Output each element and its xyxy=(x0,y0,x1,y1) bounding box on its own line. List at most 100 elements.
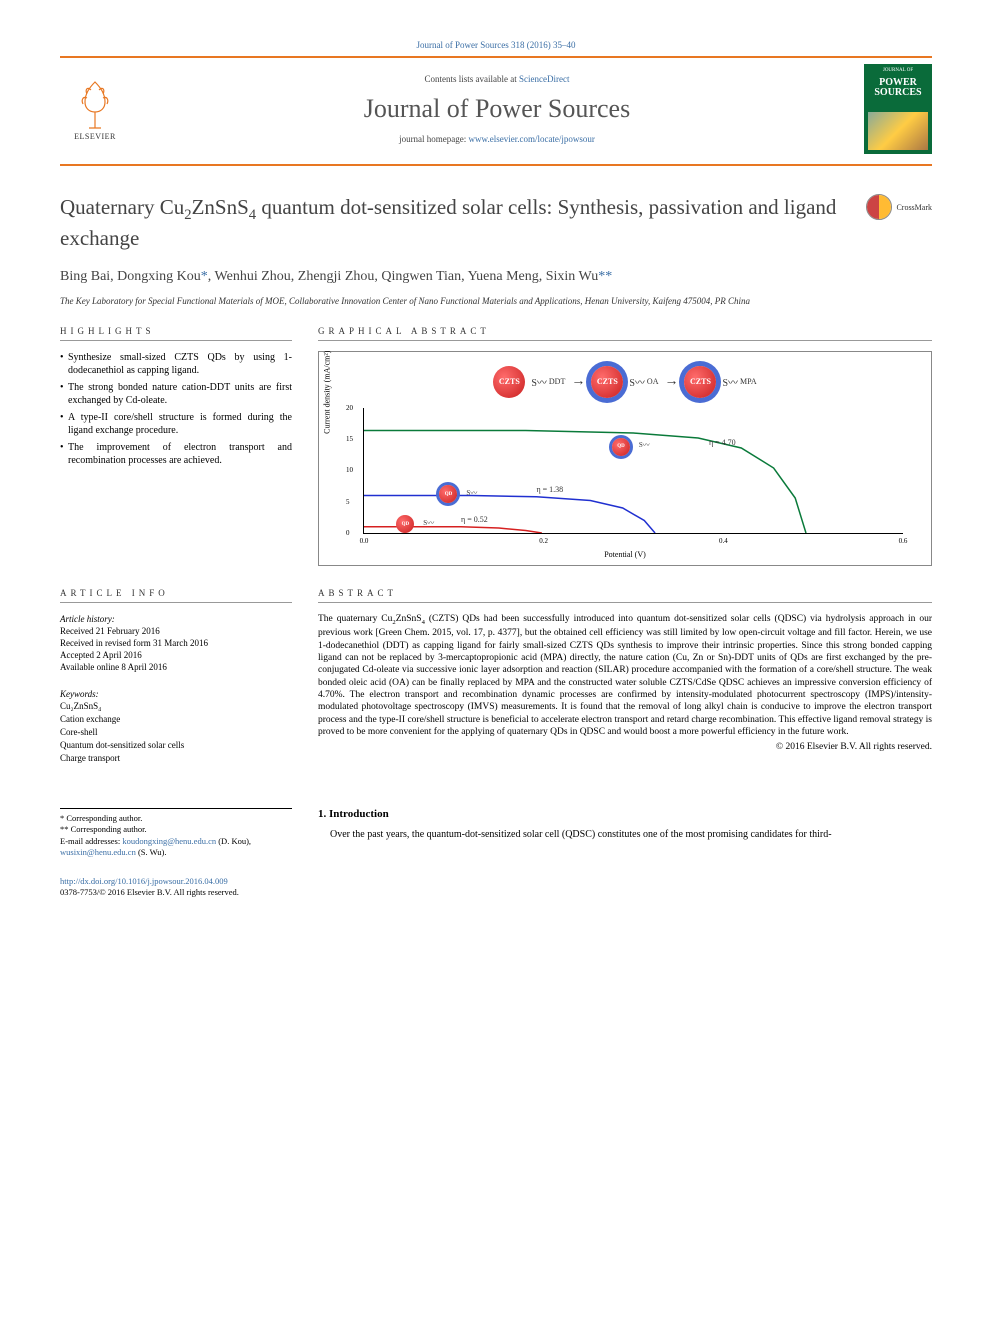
highlight-item: The strong bonded nature cation-DDT unit… xyxy=(60,381,292,408)
highlights-row: HIGHLIGHTS Synthesize small-sized CZTS Q… xyxy=(60,326,932,566)
email-line: E-mail addresses: koudongxing@henu.edu.c… xyxy=(60,836,292,858)
y-axis-label: Current density (mA/cm²) xyxy=(323,350,332,433)
header-center: Contents lists available at ScienceDirec… xyxy=(148,74,846,144)
title-row: Quaternary Cu2ZnSnS4 quantum dot-sensiti… xyxy=(60,194,932,253)
ligand-label: DDT xyxy=(549,377,565,386)
publisher-name: ELSEVIER xyxy=(74,132,116,141)
keyword-item: Cation exchange xyxy=(60,713,292,725)
introduction-text: Over the past years, the quantum-dot-sen… xyxy=(318,828,932,842)
cover-big-text: POWER SOURCES xyxy=(868,78,928,98)
cover-small-text: JOURNAL OF xyxy=(868,68,928,74)
plot-area: 051015200.00.20.40.6η = 0.52QDS〰η = 1.38… xyxy=(363,408,903,534)
article-info-label: ARTICLE INFO xyxy=(60,588,292,603)
crossmark-widget[interactable]: CrossMark xyxy=(866,194,932,220)
homepage-link[interactable]: www.elsevier.com/locate/jpowsour xyxy=(469,134,595,144)
history-item: Available online 8 April 2016 xyxy=(60,661,292,673)
keyword-item: Quantum dot-sensitized solar cells xyxy=(60,739,292,751)
eta-label: η = 0.52 xyxy=(461,515,488,524)
highlight-item: Synthesize small-sized CZTS QDs by using… xyxy=(60,351,292,378)
graphical-abstract-label: GRAPHICAL ABSTRACT xyxy=(318,326,932,341)
introduction-heading: 1. Introduction xyxy=(318,808,932,820)
qd-circle: CZTS xyxy=(591,366,623,398)
arrow-icon: → xyxy=(571,374,585,390)
issn-line: 0378-7753/© 2016 Elsevier B.V. All right… xyxy=(60,887,932,898)
email-link-2[interactable]: wusixin@henu.edu.cn xyxy=(60,847,136,857)
arrow-icon: → xyxy=(664,374,678,390)
keyword-item: Core-shell xyxy=(60,726,292,738)
history-item: Received 21 February 2016 xyxy=(60,625,292,637)
eta-label: η = 1.38 xyxy=(536,485,563,494)
abstract-col: ABSTRACT The quaternary Cu2ZnSnS4 (CZTS)… xyxy=(318,588,932,779)
highlights-col: HIGHLIGHTS Synthesize small-sized CZTS Q… xyxy=(60,326,292,566)
qd-circle: CZTS xyxy=(493,366,525,398)
crossmark-icon xyxy=(866,194,892,220)
ligand-tail: S〰 xyxy=(629,374,645,389)
authors-list: Bing Bai, Dongxing Kou*, Wenhui Zhou, Zh… xyxy=(60,267,932,287)
doi-link[interactable]: http://dx.doi.org/10.1016/j.jpowsour.201… xyxy=(60,876,228,886)
keywords-list: Cu₂ZnSnS₄Cation exchangeCore-shellQuantu… xyxy=(60,700,292,765)
corr-note-1: * Corresponding author. xyxy=(60,813,292,824)
history-block: Article history: Received 21 February 20… xyxy=(60,613,292,674)
homepage-line: journal homepage: www.elsevier.com/locat… xyxy=(148,134,846,144)
highlight-item: A type-II core/shell structure is formed… xyxy=(60,411,292,438)
email-who-1: (D. Kou), xyxy=(218,836,251,846)
copyright-line: © 2016 Elsevier B.V. All rights reserved… xyxy=(318,741,932,753)
reaction-scheme: CZTSS〰DDT→CZTSS〰OA→CZTSS〰MPA xyxy=(337,366,913,398)
keyword-item: Charge transport xyxy=(60,752,292,764)
y-tick: 15 xyxy=(346,435,353,443)
x-tick: 0.4 xyxy=(719,537,728,545)
introduction-col: 1. Introduction Over the past years, the… xyxy=(318,808,932,857)
bottom-meta: http://dx.doi.org/10.1016/j.jpowsour.201… xyxy=(60,876,932,898)
graphical-abstract-figure: CZTSS〰DDT→CZTSS〰OA→CZTSS〰MPA Current den… xyxy=(318,351,932,566)
corr-note-2: ** Corresponding author. xyxy=(60,824,292,835)
article-info: Article history: Received 21 February 20… xyxy=(60,613,292,765)
info-abstract-row: ARTICLE INFO Article history: Received 2… xyxy=(60,588,932,779)
graphical-abstract-col: GRAPHICAL ABSTRACT CZTSS〰DDT→CZTSS〰OA→CZ… xyxy=(318,326,932,566)
article-title: Quaternary Cu2ZnSnS4 quantum dot-sensiti… xyxy=(60,194,852,253)
email-label: E-mail addresses: xyxy=(60,836,120,846)
keywords-block: Keywords: Cu₂ZnSnS₄Cation exchangeCore-s… xyxy=(60,688,292,765)
series-curve xyxy=(364,527,542,533)
abstract-label: ABSTRACT xyxy=(318,588,932,603)
curves-svg xyxy=(364,408,903,533)
abstract-body: The quaternary Cu2ZnSnS4 (CZTS) QDs had … xyxy=(318,614,932,737)
journal-header: ELSEVIER Contents lists available at Sci… xyxy=(60,58,932,166)
y-tick: 0 xyxy=(346,529,350,537)
x-tick: 0.6 xyxy=(899,537,908,545)
series-marker: QD xyxy=(612,438,630,456)
history-item: Received in revised form 31 March 2016 xyxy=(60,637,292,649)
ligand-label: OA xyxy=(647,377,659,386)
affiliation: The Key Laboratory for Special Functiona… xyxy=(60,296,932,308)
highlights-label: HIGHLIGHTS xyxy=(60,326,292,341)
y-tick: 20 xyxy=(346,404,353,412)
marker-tail: S〰 xyxy=(639,440,650,450)
ligand-tail: S〰 xyxy=(722,374,738,389)
journal-name: Journal of Power Sources xyxy=(148,94,846,124)
highlight-item: The improvement of electron transport an… xyxy=(60,441,292,468)
elsevier-tree-icon xyxy=(71,78,119,130)
elsevier-logo: ELSEVIER xyxy=(60,70,130,148)
y-tick: 5 xyxy=(346,498,350,506)
homepage-prefix: journal homepage: xyxy=(399,134,468,144)
sciencedirect-link[interactable]: ScienceDirect xyxy=(519,74,569,84)
top-citation: Journal of Power Sources 318 (2016) 35–4… xyxy=(60,40,932,50)
x-tick: 0.2 xyxy=(539,537,548,545)
eta-label: η = 4.70 xyxy=(709,438,736,447)
journal-cover-thumbnail: JOURNAL OF POWER SOURCES xyxy=(864,64,932,154)
marker-tail: S〰 xyxy=(466,488,477,498)
marker-tail: S〰 xyxy=(423,518,434,528)
x-axis-label: Potential (V) xyxy=(337,550,913,559)
history-item: Accepted 2 April 2016 xyxy=(60,649,292,661)
email-who-2: (S. Wu). xyxy=(138,847,167,857)
x-tick: 0.0 xyxy=(360,537,369,545)
email-link-1[interactable]: koudongxing@henu.edu.cn xyxy=(122,836,216,846)
jv-chart: Current density (mA/cm²) 051015200.00.20… xyxy=(363,408,903,548)
crossmark-label: CrossMark xyxy=(896,203,932,212)
qd-circle: CZTS xyxy=(684,366,716,398)
history-list: Received 21 February 2016Received in rev… xyxy=(60,625,292,674)
keyword-item: Cu₂ZnSnS₄ xyxy=(60,700,292,712)
ligand-label: MPA xyxy=(740,377,757,386)
keywords-label: Keywords: xyxy=(60,688,292,700)
highlights-list: Synthesize small-sized CZTS QDs by using… xyxy=(60,351,292,468)
contents-prefix: Contents lists available at xyxy=(425,74,519,84)
